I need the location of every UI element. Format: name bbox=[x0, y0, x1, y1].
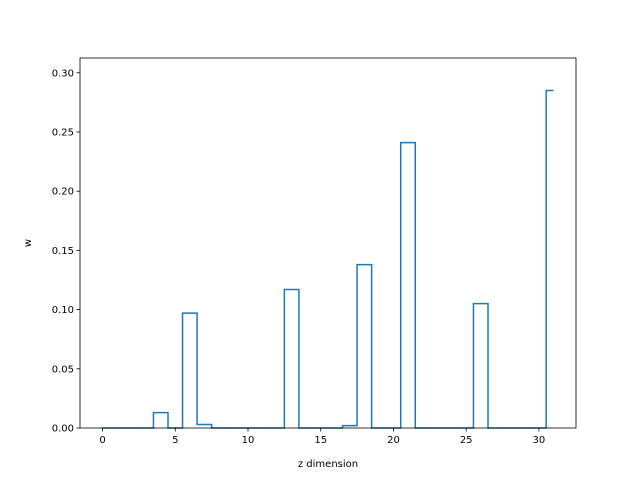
x-tick-label: 0 bbox=[99, 435, 105, 446]
plot-background bbox=[80, 58, 576, 428]
plot-frame bbox=[79, 57, 577, 429]
y-tick-label: 0.00 bbox=[52, 424, 74, 435]
y-tick-label: 0.25 bbox=[52, 128, 74, 139]
x-tick-label: 25 bbox=[460, 435, 473, 446]
x-tick-label: 10 bbox=[242, 435, 255, 446]
y-tick-label: 0.05 bbox=[52, 364, 74, 375]
x-tick-label: 15 bbox=[314, 435, 327, 446]
y-tick-label: 0.30 bbox=[52, 68, 74, 79]
y-tick-label: 0.10 bbox=[52, 305, 74, 316]
y-tick-label: 0.20 bbox=[52, 187, 74, 198]
x-tick-label: 20 bbox=[387, 435, 400, 446]
y-axis: 0.00 0.05 0.10 0.15 0.20 0.25 0.30 bbox=[52, 68, 80, 435]
x-axis-label: z dimension bbox=[298, 459, 358, 470]
x-tick-label: 5 bbox=[172, 435, 178, 446]
x-tick-label: 30 bbox=[533, 435, 546, 446]
y-axis-label: w bbox=[23, 239, 34, 247]
x-axis: 0 5 10 15 20 25 30 bbox=[99, 428, 545, 446]
y-tick-label: 0.15 bbox=[52, 246, 74, 257]
